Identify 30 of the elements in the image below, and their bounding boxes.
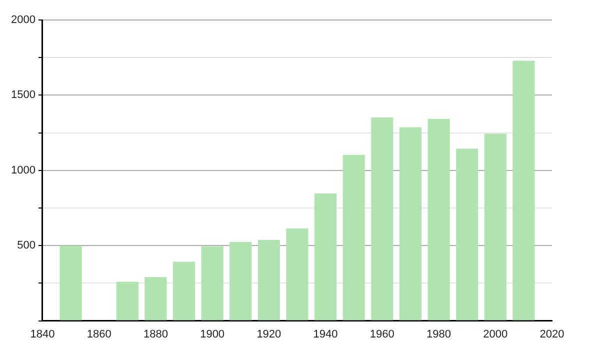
bar: [484, 134, 506, 320]
bar: [371, 117, 394, 320]
x-tick-label: 1900: [200, 328, 225, 340]
bar: [399, 127, 422, 320]
bar: [116, 282, 138, 320]
y-tick-label: 1500: [10, 89, 36, 102]
x-tick-label: 1960: [370, 328, 394, 340]
bar: [172, 262, 196, 320]
x-tick-label: 2020: [540, 328, 564, 340]
bar: [428, 118, 450, 320]
bar: [144, 277, 167, 320]
x-tick-label: 1880: [143, 328, 168, 340]
bar: [258, 240, 280, 320]
x-tick-label: 1940: [313, 328, 338, 340]
x-tick-label: 2000: [483, 328, 508, 340]
bar: [201, 246, 224, 320]
bar: [342, 154, 365, 320]
y-tick-label: 500: [17, 240, 36, 252]
x-tick-label: 1840: [30, 328, 55, 340]
x-tick-label: 1920: [256, 328, 282, 340]
bar: [456, 148, 478, 320]
y-tick-label: 2000: [10, 14, 36, 26]
bar: [230, 242, 252, 320]
bar: [60, 246, 82, 320]
y-tick-label: 1000: [10, 164, 36, 176]
x-tick-label: 1980: [426, 328, 452, 340]
bar: [512, 60, 535, 320]
bar: [286, 228, 308, 320]
x-tick-label: 1860: [86, 328, 112, 340]
bar: [314, 194, 337, 320]
